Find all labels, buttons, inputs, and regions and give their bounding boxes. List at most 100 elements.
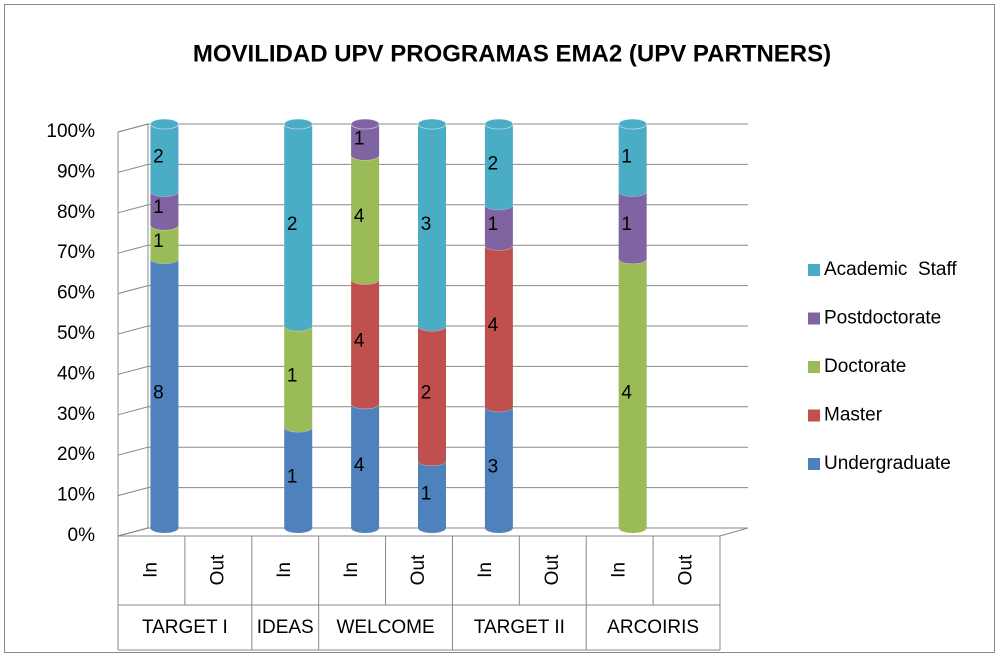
x-tick-label: In	[475, 562, 496, 578]
bar-base	[351, 398, 380, 409]
grid-line	[117, 406, 748, 416]
data-label: 2	[421, 382, 432, 403]
x-tick-label: Out	[542, 554, 563, 585]
y-tick-label: 90%	[57, 161, 95, 182]
bar-cap	[484, 118, 514, 130]
legend-label: Doctorate	[824, 356, 906, 377]
legend-label: Master	[824, 405, 883, 426]
y-tick-label: 60%	[57, 283, 95, 304]
data-label: 4	[354, 331, 365, 352]
data-label: 1	[621, 147, 632, 168]
bar-base	[351, 523, 380, 533]
data-label: 3	[488, 456, 499, 477]
bar	[284, 124, 313, 326]
legend-swatch	[808, 312, 820, 325]
bar-base	[484, 199, 513, 210]
bar-base	[484, 401, 513, 412]
bar-cap	[283, 118, 313, 130]
legend-label: Academic Staff	[824, 259, 957, 280]
bar-base	[150, 253, 179, 264]
bar-base	[284, 321, 313, 331]
legend-swatch	[808, 361, 820, 373]
bar-base	[418, 455, 446, 466]
bar-base	[484, 523, 513, 533]
y-tick-label: 20%	[57, 444, 95, 465]
bar	[351, 403, 380, 528]
y-tick-label: 10%	[57, 485, 95, 506]
grid-line	[117, 204, 748, 214]
legend-label: Postdoctorate	[824, 308, 941, 329]
data-label: 3	[421, 214, 432, 235]
bar-base	[351, 150, 380, 161]
data-label: 1	[621, 214, 632, 235]
bar-base	[284, 523, 313, 533]
y-tick-label: 70%	[57, 242, 95, 263]
bar-base	[618, 253, 647, 264]
grid-line	[117, 244, 748, 254]
data-label: 1	[488, 214, 499, 235]
grid-line	[117, 285, 748, 295]
group-label: IDEAS	[257, 617, 314, 638]
x-tick-label: In	[609, 562, 630, 578]
bar-cap	[350, 118, 380, 130]
bar-base	[418, 321, 446, 331]
x-tick-label: Out	[408, 554, 429, 585]
grid-line	[117, 487, 748, 497]
bar	[150, 191, 179, 225]
bar	[618, 191, 647, 259]
bar-base	[150, 523, 179, 533]
group-label: ARCOIRIS	[607, 617, 699, 638]
bar	[351, 155, 380, 280]
grid-line	[117, 527, 748, 537]
chart-title: MOVILIDAD UPV PROGRAMAS EMA2 (UPV PARTNE…	[193, 40, 831, 67]
bar	[618, 124, 647, 192]
bar-base	[150, 186, 179, 197]
data-label: 4	[621, 382, 632, 403]
data-label: 1	[287, 467, 298, 488]
data-label: 1	[421, 483, 432, 504]
bar	[484, 124, 513, 205]
data-label: 4	[354, 206, 365, 227]
bar	[150, 124, 179, 192]
data-label: 4	[488, 315, 499, 336]
bar-cap	[618, 118, 648, 130]
group-label: WELCOME	[336, 617, 434, 638]
bar-base	[284, 422, 313, 432]
data-label: 1	[153, 231, 164, 252]
x-tick-label: In	[341, 562, 362, 578]
data-label: 1	[287, 366, 298, 387]
bar-base	[351, 274, 380, 285]
bar	[351, 279, 380, 404]
grid-line	[117, 325, 748, 335]
data-label: 4	[354, 455, 365, 476]
x-tick-label: Out	[207, 554, 228, 585]
bar-base	[418, 523, 446, 533]
data-label: 2	[287, 214, 298, 235]
legend-swatch	[808, 264, 820, 276]
x-tick-label: Out	[676, 554, 697, 585]
bar-base	[618, 186, 647, 197]
bar	[484, 204, 513, 246]
grid-line	[117, 365, 748, 375]
bar-base	[618, 523, 647, 533]
grid-line	[117, 446, 748, 456]
bar	[484, 406, 513, 528]
bar	[150, 258, 179, 528]
grid-line	[117, 123, 748, 133]
bar	[284, 427, 313, 528]
group-label: TARGET II	[474, 617, 565, 638]
bar-cap	[149, 118, 179, 130]
data-label: 2	[488, 153, 499, 174]
legend-swatch	[808, 458, 820, 470]
bar-base	[484, 240, 513, 251]
bar-cap	[417, 118, 447, 130]
group-label: TARGET I	[142, 617, 228, 638]
y-tick-label: 40%	[57, 363, 95, 384]
y-tick-label: 30%	[57, 404, 95, 425]
bar	[418, 124, 446, 326]
bar	[618, 258, 647, 528]
data-label: 1	[153, 197, 164, 218]
legend-label: Undergraduate	[824, 453, 951, 474]
legend-swatch	[808, 409, 820, 422]
